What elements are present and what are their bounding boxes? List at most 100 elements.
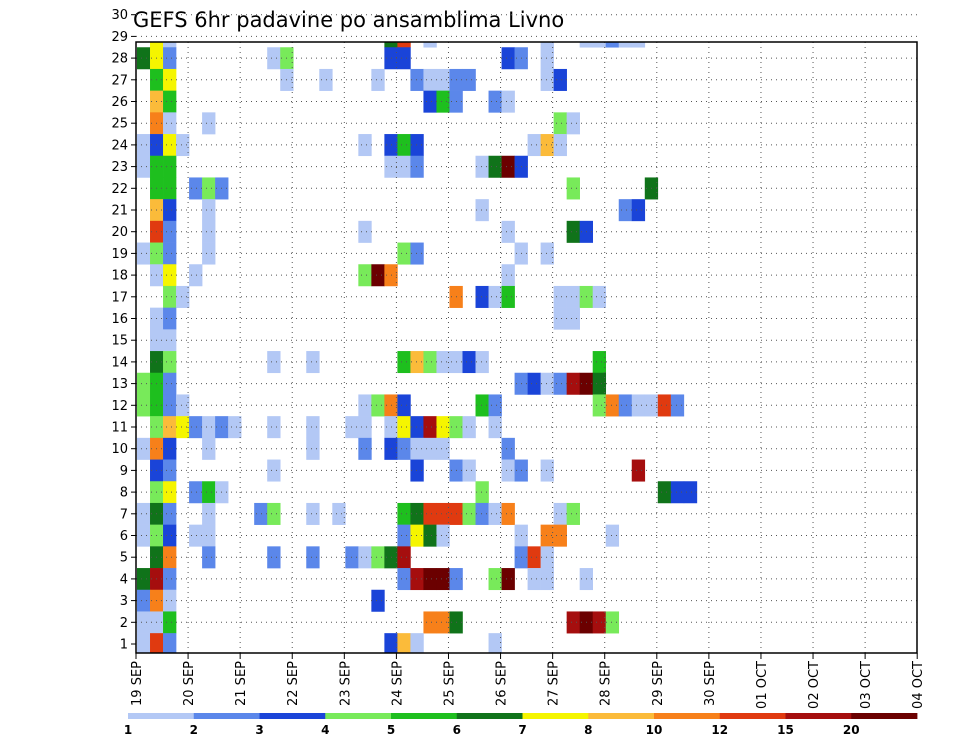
colorbar-label: 5 <box>387 723 395 737</box>
colorbar-swatch <box>128 713 195 719</box>
heatmap-cell <box>501 437 515 460</box>
heatmap-cell <box>137 524 151 547</box>
colorbar-label: 12 <box>711 723 728 737</box>
heatmap-cell <box>163 285 177 308</box>
heatmap-cell <box>410 502 424 525</box>
heatmap-cell <box>540 242 554 265</box>
heatmap-cell <box>436 502 450 525</box>
heatmap-cell <box>553 112 567 135</box>
heatmap-cell <box>553 68 567 91</box>
heatmap-cell <box>553 372 567 395</box>
heatmap-cell <box>501 264 515 287</box>
heatmap-cell <box>384 633 398 654</box>
heatmap-cell <box>436 568 450 591</box>
heatmap-cell <box>488 502 502 525</box>
heatmap-cell <box>410 437 424 460</box>
heatmap-cell <box>436 68 450 91</box>
heatmap-cell <box>306 416 320 439</box>
colorbar-label: 15 <box>777 723 794 737</box>
y-tick-label: 8 <box>120 486 128 501</box>
y-tick-label: 20 <box>111 225 128 240</box>
heatmap-cell <box>410 68 424 91</box>
heatmap-cell <box>397 134 411 157</box>
heatmap-cell <box>163 394 177 417</box>
colorbar-label: 20 <box>843 723 860 737</box>
y-tick-label: 26 <box>111 95 128 110</box>
heatmap-cell <box>371 264 385 287</box>
heatmap-cell <box>540 524 554 547</box>
heatmap-cell <box>410 351 424 374</box>
heatmap-cell <box>163 546 177 569</box>
x-tick-label: 19 SEP <box>130 661 145 706</box>
heatmap-cell <box>163 134 177 157</box>
heatmap-cell <box>150 42 164 48</box>
heatmap-cell <box>163 437 177 460</box>
heatmap-cell <box>163 416 177 439</box>
heatmap-cell <box>163 589 177 612</box>
heatmap-cell <box>137 372 151 395</box>
heatmap-cell <box>176 134 190 157</box>
heatmap-cell <box>540 372 554 395</box>
heatmap-cell <box>475 481 489 504</box>
heatmap-cell <box>358 394 372 417</box>
heatmap-cell <box>436 416 450 439</box>
y-axis: 1234567891011121314151617181920212223242… <box>111 8 136 653</box>
heatmap-cell <box>163 199 177 222</box>
heatmap-cell <box>553 134 567 157</box>
heatmap-cell <box>371 68 385 91</box>
heatmap-cell <box>592 285 607 308</box>
heatmap-cell <box>358 264 372 287</box>
heatmap-cell <box>566 372 580 395</box>
heatmap-cell <box>475 155 489 178</box>
colorbar-label: 7 <box>518 723 526 737</box>
heatmap-cell <box>475 502 489 525</box>
y-tick-label: 1 <box>120 638 128 653</box>
heatmap-cell <box>488 90 502 113</box>
heatmap-cell <box>384 42 398 48</box>
y-tick-label: 5 <box>120 551 128 566</box>
heatmap-cell <box>137 568 151 591</box>
heatmap-cell <box>137 242 151 265</box>
heatmap-cell <box>670 394 685 417</box>
chart-title: GEFS 6hr padavine po ansamblima Livno <box>133 8 564 32</box>
heatmap-cell <box>631 42 646 48</box>
heatmap-cell <box>527 546 541 569</box>
heatmap-cell <box>189 416 203 439</box>
y-tick-label: 15 <box>111 334 128 349</box>
y-tick-label: 28 <box>111 52 128 67</box>
heatmap-cell <box>501 47 515 70</box>
heatmap-cell <box>371 546 385 569</box>
heatmap-cell <box>163 351 177 374</box>
heatmap-cell <box>605 394 620 417</box>
heatmap-cell <box>501 502 515 525</box>
y-tick-label: 16 <box>111 312 128 327</box>
heatmap-cell <box>397 242 411 265</box>
heatmap-cell <box>553 285 567 308</box>
heatmap-cell <box>475 394 489 417</box>
colorbar-label: 2 <box>190 723 198 737</box>
y-tick-label: 29 <box>111 30 128 45</box>
heatmap-cell <box>618 42 633 48</box>
colorbar-swatch <box>851 713 918 719</box>
heatmap-cell <box>332 502 346 525</box>
x-tick-label: 25 SEP <box>442 661 457 706</box>
heatmap-cell <box>163 329 177 352</box>
heatmap-cell <box>488 633 502 654</box>
heatmap-cell <box>267 459 281 482</box>
colorbar-label: 8 <box>584 723 592 737</box>
y-tick-label: 10 <box>111 442 128 457</box>
heatmap-cell <box>163 568 177 591</box>
heatmap-cell <box>501 459 515 482</box>
heatmap-cell <box>566 307 580 330</box>
heatmap-cell <box>488 285 502 308</box>
heatmap-cell <box>605 42 620 48</box>
heatmap-cell <box>436 90 450 113</box>
x-tick-label: 29 SEP <box>651 661 666 706</box>
heatmap-cell <box>436 611 450 634</box>
heatmap-cell <box>176 416 190 439</box>
heatmap-cell <box>306 351 320 374</box>
heatmap-cell <box>397 524 411 547</box>
heatmap-cell <box>423 90 437 113</box>
heatmap-cell <box>566 502 580 525</box>
